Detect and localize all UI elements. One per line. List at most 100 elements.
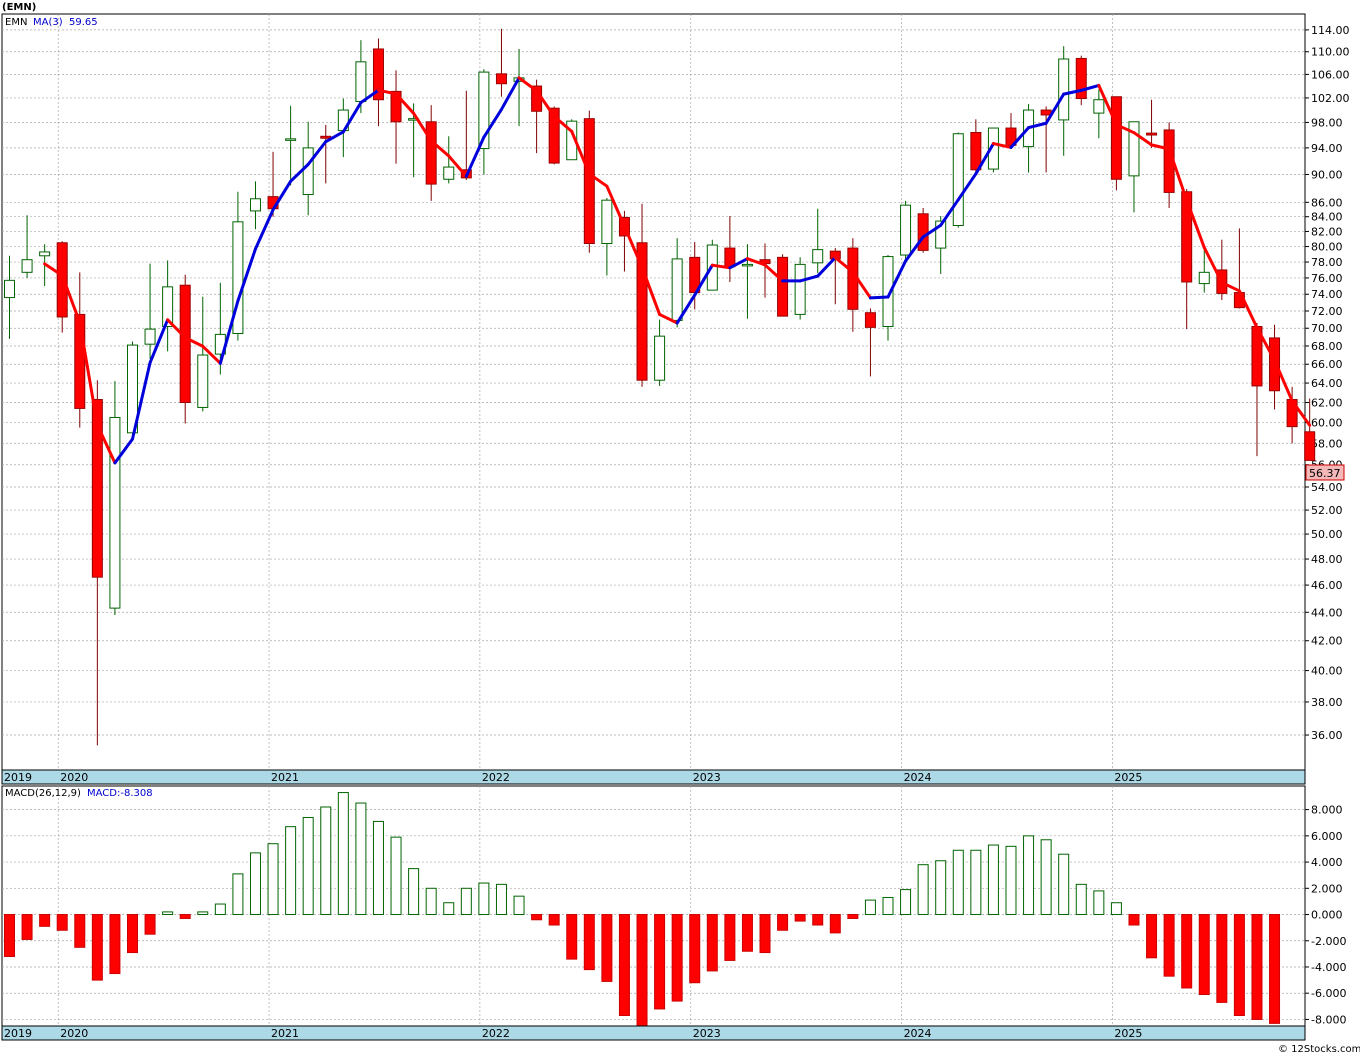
candle <box>390 70 402 164</box>
year-label: 2024 <box>904 771 932 784</box>
macd-bar-positive <box>443 902 455 916</box>
candle <box>1198 246 1210 293</box>
price-tick-label: 84.00 <box>1311 211 1343 224</box>
candle-body-down <box>179 284 191 403</box>
macd-year-label: 2020 <box>60 1027 88 1040</box>
macd-bar-negative <box>566 914 578 960</box>
ma-segment <box>253 208 275 251</box>
ma-segment <box>289 162 310 183</box>
candle-body-down <box>1304 431 1316 461</box>
price-tick-label: 58.00 <box>1311 437 1343 450</box>
macd-grid <box>2 786 1305 1026</box>
candle-body-down <box>91 399 103 578</box>
macd-bar-positive <box>390 836 402 916</box>
candle <box>1181 188 1193 330</box>
macd-year-label: 2021 <box>271 1027 299 1040</box>
ma-segment <box>1255 326 1277 362</box>
macd-bar-positive <box>460 887 472 916</box>
ma-segment <box>763 263 785 283</box>
candle <box>952 132 964 228</box>
ma-segment <box>1027 121 1048 130</box>
ma-segment <box>517 76 539 93</box>
macd-tick-label: 4.000 <box>1311 856 1343 869</box>
ma-segment <box>1079 83 1101 92</box>
price-tick-label: 70.00 <box>1311 322 1343 335</box>
price-tick-label: 68.00 <box>1311 340 1343 353</box>
ma-segment <box>130 361 152 441</box>
ma-segment <box>1114 123 1136 135</box>
price-tick-label: 98.00 <box>1311 116 1343 129</box>
ma-segment <box>745 257 767 267</box>
ma-segment <box>482 107 503 139</box>
macd-bar-negative <box>109 914 121 975</box>
last-price-marker <box>1305 464 1345 481</box>
macd-bar-negative <box>1128 914 1140 926</box>
macd-tick-label: 0.000 <box>1311 909 1343 922</box>
price-year-band <box>1 769 1306 785</box>
macd-bar-negative <box>126 914 138 954</box>
candle <box>864 308 876 377</box>
macd-bar-negative <box>794 914 806 922</box>
legend-ma-value: 59.65 <box>69 17 98 28</box>
macd-bar-positive <box>285 826 297 916</box>
ma-segment <box>904 235 925 263</box>
candle <box>636 203 648 387</box>
ma-segment <box>991 142 1013 149</box>
candle-body-up <box>197 354 209 408</box>
macd-bar-positive <box>900 889 912 916</box>
candle <box>654 319 666 386</box>
candle <box>900 200 912 259</box>
candle-body-up <box>39 251 51 257</box>
last-price-label: 56.37 <box>1309 467 1341 480</box>
macd-bar-negative <box>741 914 753 952</box>
price-panel <box>1 13 1306 785</box>
macd-axis: 8.000 6.000 4.000 2.000 0.000 -2.000 -4.000 -6.… <box>1305 804 1346 1026</box>
ma-segment <box>1185 198 1206 250</box>
candle-body-up <box>478 71 490 150</box>
macd-tick-label: -8.000 <box>1311 1013 1346 1026</box>
macd-year-axis: 2019 2020 2021 2022 2023 2024 2025 <box>4 1027 1142 1040</box>
ma-segment <box>359 88 380 105</box>
macd-bar-negative <box>601 914 613 982</box>
ma-segment <box>1220 281 1241 293</box>
macd-panel <box>1 785 1306 1027</box>
candle <box>794 257 806 320</box>
macd-bar-positive <box>372 820 384 916</box>
price-tick-label: 102.00 <box>1311 92 1350 105</box>
ma-segment <box>183 336 205 348</box>
macd-year-band <box>1 1025 1306 1041</box>
price-tick-label: 48.00 <box>1311 553 1343 566</box>
candle-body-up <box>1058 58 1070 121</box>
year-label: 2025 <box>1114 771 1142 784</box>
candle-body-down <box>320 135 332 139</box>
macd-tick-label: 6.000 <box>1311 830 1343 843</box>
moving-average-line <box>43 76 1312 465</box>
macd-bar-positive <box>1075 883 1087 916</box>
ma-segment <box>693 263 714 297</box>
price-tick-label: 52.00 <box>1311 504 1343 517</box>
macd-bar-positive <box>935 860 947 916</box>
candle <box>91 380 103 746</box>
macd-bar-positive <box>425 887 437 916</box>
candle <box>1269 324 1281 410</box>
candle-body-down <box>56 242 68 318</box>
candle-body-down <box>724 247 736 268</box>
ma-segment <box>113 437 134 465</box>
ma-segment <box>394 92 416 115</box>
ma-segment <box>78 320 99 427</box>
candle-body-up <box>1198 271 1210 285</box>
candle <box>372 38 384 127</box>
candle <box>1058 46 1070 156</box>
candle <box>443 136 455 184</box>
candle-body-up <box>109 416 121 609</box>
candle <box>197 296 209 412</box>
ma-segment <box>236 247 257 303</box>
macd-legend-value: MACD:-8.308 <box>87 788 153 799</box>
macd-bar-positive <box>1040 839 1052 916</box>
price-tick-label: 60.00 <box>1311 417 1343 430</box>
candle-body-down <box>495 73 507 85</box>
candle-body-down <box>1146 132 1158 136</box>
ma-segment <box>1237 289 1259 330</box>
candle-body-up <box>302 147 314 196</box>
macd-bar-negative <box>654 914 666 1010</box>
